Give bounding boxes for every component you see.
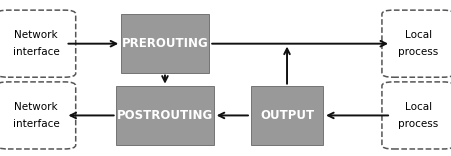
FancyBboxPatch shape — [250, 86, 322, 145]
FancyBboxPatch shape — [381, 82, 451, 149]
FancyBboxPatch shape — [0, 82, 75, 149]
Text: OUTPUT: OUTPUT — [259, 109, 313, 122]
Text: Network: Network — [14, 102, 58, 112]
FancyBboxPatch shape — [381, 10, 451, 77]
Text: PREROUTING: PREROUTING — [121, 37, 208, 50]
Text: POSTROUTING: POSTROUTING — [117, 109, 212, 122]
Text: process: process — [397, 119, 437, 129]
FancyBboxPatch shape — [116, 86, 213, 145]
Text: Local: Local — [404, 102, 431, 112]
FancyBboxPatch shape — [0, 10, 75, 77]
Text: Local: Local — [404, 30, 431, 40]
Text: interface: interface — [13, 47, 60, 57]
Text: interface: interface — [13, 119, 60, 129]
FancyBboxPatch shape — [120, 14, 208, 73]
Text: process: process — [397, 47, 437, 57]
Text: Network: Network — [14, 30, 58, 40]
